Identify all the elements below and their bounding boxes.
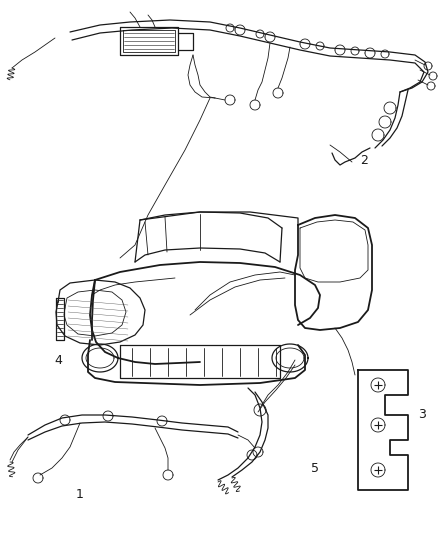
Text: 5: 5 (311, 462, 319, 474)
Text: 3: 3 (418, 408, 426, 422)
Text: 4: 4 (54, 353, 62, 367)
Text: 2: 2 (360, 154, 368, 166)
Text: 1: 1 (76, 489, 84, 502)
